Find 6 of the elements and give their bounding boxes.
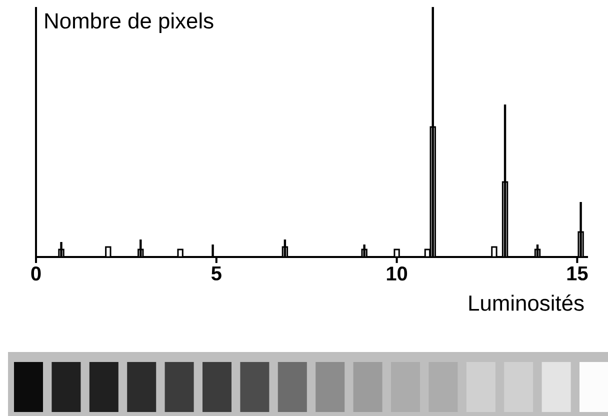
x-tick-label: 10: [386, 266, 408, 281]
x-tick-label: 5: [211, 266, 222, 280]
x-axis-title: Luminosités: [469, 294, 584, 311]
x-tick-label: 15: [567, 266, 588, 280]
y-axis-title: Nombre de pixels: [45, 12, 214, 33]
x-tick-label: 0: [31, 266, 41, 281]
